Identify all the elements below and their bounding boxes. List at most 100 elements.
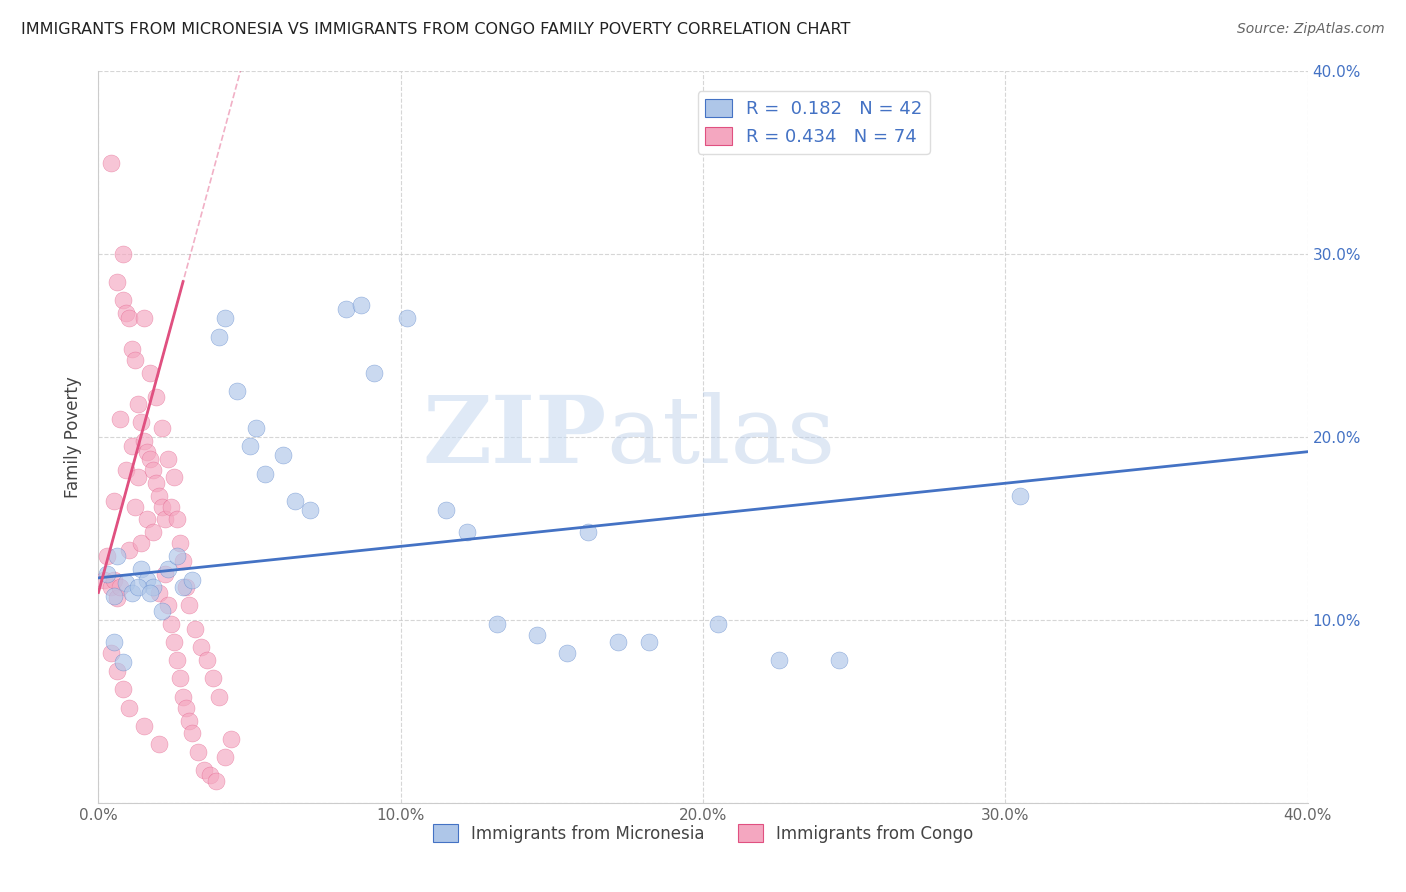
Point [363,366,385,380]
Point [96,549,118,563]
Point [111,293,134,307]
Point [108,580,131,594]
Point [111,247,134,261]
Point [208,329,231,343]
Point [456,525,478,540]
Point [239,439,262,453]
Point [105,275,128,289]
Text: Source: ZipAtlas.com: Source: ZipAtlas.com [1237,22,1385,37]
Point [245,421,267,435]
Y-axis label: Family Poverty: Family Poverty [65,376,83,498]
Point [103,494,125,508]
Point [103,589,125,603]
Point [100,580,122,594]
Point [607,635,630,649]
Point [124,500,146,514]
Point [153,567,176,582]
Point [139,452,162,467]
Point [108,412,131,426]
Point [707,616,730,631]
Point [100,156,122,170]
Point [208,690,231,704]
Point [174,700,197,714]
Point [124,353,146,368]
Point [156,452,179,467]
Point [214,750,236,764]
Point [129,536,152,550]
Point [253,467,276,481]
Point [434,503,457,517]
Point [172,554,194,568]
Point [179,714,201,728]
Point [395,311,418,326]
Point [187,745,209,759]
Point [127,397,149,411]
Point [271,448,294,462]
Point [174,580,197,594]
Point [190,640,212,655]
Point [526,627,548,641]
Text: IMMIGRANTS FROM MICRONESIA VS IMMIGRANTS FROM CONGO FAMILY POVERTY CORRELATION C: IMMIGRANTS FROM MICRONESIA VS IMMIGRANTS… [21,22,851,37]
Point [121,439,143,453]
Point [181,726,204,740]
Point [135,444,157,458]
Point [226,384,249,399]
Point [828,653,851,667]
Point [121,585,143,599]
Point [118,311,141,326]
Point [139,585,162,599]
Point [163,635,186,649]
Point [148,737,170,751]
Point [111,682,134,697]
Point [105,591,128,605]
Point [335,301,357,317]
Point [486,616,509,631]
Point [156,562,179,576]
Point [129,562,152,576]
Point [145,475,167,490]
Point [214,311,236,326]
Point [105,664,128,678]
Point [114,576,136,591]
Point [166,512,188,526]
Point [132,311,155,326]
Point [105,549,128,563]
Point [172,690,194,704]
Point [114,463,136,477]
Point [148,585,170,599]
Point [172,580,194,594]
Point [160,616,183,631]
Point [1010,489,1032,503]
Point [100,646,122,660]
Point [118,700,141,714]
Point [202,672,225,686]
Point [93,573,115,587]
Point [114,306,136,320]
Legend: Immigrants from Micronesia, Immigrants from Congo: Immigrants from Micronesia, Immigrants f… [426,818,980,849]
Point [129,416,152,430]
Point [135,573,157,587]
Point [156,599,179,613]
Point [142,463,165,477]
Point [169,536,191,550]
Point [555,646,578,660]
Point [179,599,201,613]
Point [166,549,188,563]
Point [139,366,162,380]
Point [132,434,155,448]
Point [132,719,155,733]
Point [150,500,173,514]
Point [576,525,599,540]
Point [195,653,218,667]
Point [160,500,183,514]
Point [96,567,118,582]
Text: ZIP: ZIP [422,392,606,482]
Point [121,343,143,357]
Point [148,489,170,503]
Point [637,635,659,649]
Point [145,390,167,404]
Point [299,503,322,517]
Point [181,573,204,587]
Text: atlas: atlas [606,392,835,482]
Point [169,672,191,686]
